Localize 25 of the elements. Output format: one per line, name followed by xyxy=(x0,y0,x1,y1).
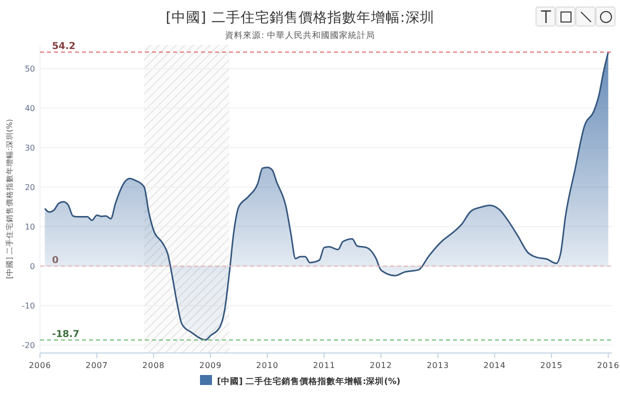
ref-line-label: 54.2 xyxy=(52,41,76,52)
y-tick-label: 50 xyxy=(24,64,35,74)
x-tick-label: 2009 xyxy=(199,361,222,370)
ref-line-label: 0 xyxy=(52,255,59,266)
x-tick-label: 2015 xyxy=(540,361,563,370)
y-tick-label: -20 xyxy=(22,340,35,350)
y-tick-label: 10 xyxy=(24,222,35,232)
y-tick-label: -10 xyxy=(22,301,35,310)
y-tick-label: 0 xyxy=(30,262,35,271)
x-tick-label: 2014 xyxy=(483,361,506,370)
y-tick-label: 40 xyxy=(24,104,35,113)
chart-subtitle: 資料來源: 中華人民共和國國家統計局 xyxy=(225,30,375,41)
x-tick-label: 2012 xyxy=(370,361,392,370)
x-tick-label: 2011 xyxy=(312,361,336,370)
x-tick-label: 2008 xyxy=(142,361,165,370)
y-tick-label: 30 xyxy=(24,143,35,152)
x-tick-label: 2006 xyxy=(28,361,52,370)
legend-label: [中國] 二手住宅銷售價格指數年增幅:深圳(%) xyxy=(217,376,401,387)
x-tick-label: 2013 xyxy=(426,361,450,370)
ref-line-label: -18.7 xyxy=(52,328,80,340)
x-tick-label: 2010 xyxy=(256,361,279,370)
y-tick-label: 20 xyxy=(24,182,35,192)
x-tick-label: 2007 xyxy=(86,361,108,370)
x-tick-label: 2016 xyxy=(597,361,620,370)
chart-title: [中國] 二手住宅銷售價格指數年增幅:深圳 xyxy=(166,10,434,26)
